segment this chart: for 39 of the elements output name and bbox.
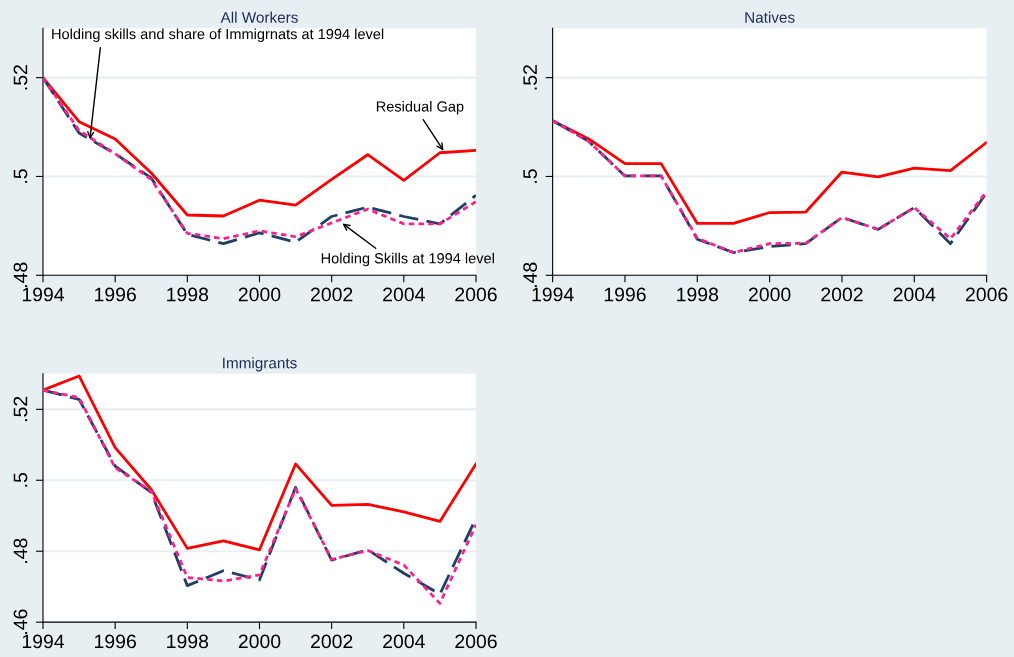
x-tick-label: 2004 [383,634,425,649]
x-tick-label: 2006 [965,287,1008,302]
x-tick-label: 1994 [22,287,65,302]
y-tick-label: .48 [523,262,537,288]
y-tick-label: .52 [13,396,28,422]
y-tick-label: .5 [13,472,28,487]
x-tick-label: 1994 [22,634,65,649]
x-tick-label: 1996 [604,287,646,302]
x-tick-label: 1998 [677,287,719,302]
x-tick-label: 1996 [95,287,136,302]
x-tick-label: 2002 [311,634,353,649]
line-series [42,374,476,552]
y-tick-label: .46 [13,609,28,634]
line-series [552,119,987,254]
y-tick-label: .52 [523,65,537,90]
y-tick-label: .48 [13,538,28,563]
x-tick-label: 2000 [238,634,281,649]
annotation: Holding Skills at 1994 level [321,252,494,267]
y-tick-label: .5 [523,169,537,183]
x-tick-label: 2006 [455,634,497,649]
x-tick-label: 1998 [167,287,209,302]
chart-title: Natives [745,11,795,23]
annotation: Holding skills and share of Immigrnats at 1994 level [52,28,384,43]
x-tick-label: 1996 [95,634,136,649]
annotation: Residual Gap [376,100,464,115]
x-tick-label: 1998 [167,634,209,649]
y-tick-label: .5 [13,169,28,183]
x-tick-label: 2002 [821,287,863,302]
y-tick-label: .52 [13,65,28,90]
x-tick-label: 2006 [455,287,497,302]
chart-title: Immigrants [223,357,297,372]
x-tick-label: 1994 [532,287,574,302]
x-tick-label: 2004 [383,287,425,302]
x-tick-label: 2000 [238,287,281,302]
chart-title: All Workers [220,11,298,23]
y-tick-label: .48 [13,262,28,288]
x-tick-label: 2004 [893,287,936,302]
x-tick-label: 2002 [311,287,353,302]
x-tick-label: 2000 [748,287,791,302]
